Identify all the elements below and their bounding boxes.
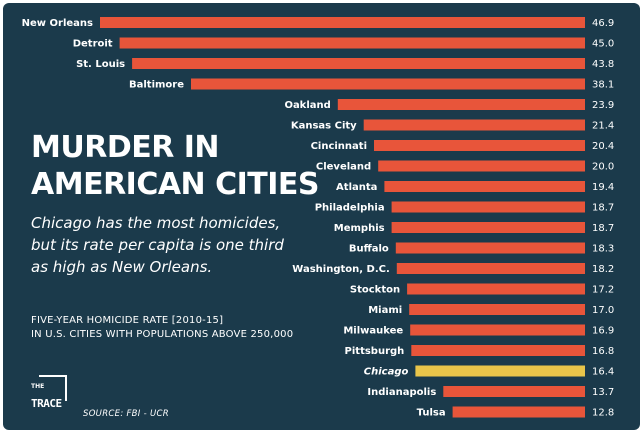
bar-oakland (337, 99, 585, 110)
bar-kansas-city (363, 119, 585, 131)
value-label-atlanta: 19.4 (592, 182, 614, 193)
value-label-indianapolis: 13.7 (592, 387, 614, 398)
bar-new-orleans (100, 17, 585, 28)
value-label-milwaukee: 16.9 (592, 326, 614, 337)
category-label-pittsburgh: Pittsburgh (345, 346, 405, 357)
category-label-tulsa: Tulsa (417, 408, 446, 419)
category-label-miami: Miami (368, 305, 402, 316)
value-label-memphis: 18.7 (592, 223, 614, 234)
value-label-kansas-city: 21.4 (592, 121, 614, 132)
category-label-baltimore: Baltimore (129, 80, 184, 91)
category-label-chicago: Chicago (364, 367, 409, 378)
logo-the-text: THE (31, 383, 45, 390)
page-title: MURDER IN AMERICAN CITIES (31, 129, 321, 203)
bar-indianapolis (443, 386, 585, 397)
value-label-chicago: 16.4 (592, 367, 614, 378)
logo-bracket-shape (39, 375, 67, 401)
category-label-st-louis: St. Louis (76, 59, 125, 70)
category-label-oakland: Oakland (284, 100, 330, 111)
value-label-pittsburgh: 16.8 (592, 346, 614, 357)
bar-philadelphia (391, 201, 585, 213)
value-label-miami: 17.0 (592, 305, 614, 316)
category-label-buffalo: Buffalo (349, 244, 389, 255)
bar-baltimore (191, 78, 585, 90)
value-label-cincinnati: 20.4 (592, 141, 614, 152)
bar-chart: New Orleans 46.9 Detroit 45.0 St. Louis 43.8 B… (22, 17, 614, 419)
value-label-detroit: 45.0 (592, 39, 614, 50)
bar-miami (409, 304, 585, 315)
bar-st-louis (132, 58, 585, 69)
bar-memphis (391, 222, 585, 233)
category-label-washington-d-c: Washington, D.C. (292, 264, 390, 275)
bar-pittsburgh (411, 345, 585, 356)
value-label-st-louis: 43.8 (592, 59, 614, 70)
bar-cincinnati (374, 140, 585, 151)
category-label-stockton: Stockton (350, 285, 400, 296)
value-label-baltimore: 38.1 (592, 80, 614, 91)
category-label-milwaukee: Milwaukee (343, 326, 403, 337)
source-note: SOURCE: FBI - UCR (83, 409, 169, 419)
bar-atlanta (384, 181, 585, 192)
value-label-oakland: 23.9 (592, 100, 614, 111)
value-label-buffalo: 18.3 (592, 244, 614, 255)
value-label-philadelphia: 18.7 (592, 203, 614, 214)
category-label-philadelphia: Philadelphia (315, 203, 385, 214)
bar-chicago (415, 365, 585, 377)
bar-tulsa (452, 406, 585, 418)
category-label-new-orleans: New Orleans (22, 18, 93, 29)
infographic-panel: New Orleans 46.9 Detroit 45.0 St. Louis 43.8 B… (3, 3, 640, 430)
value-label-washington-d-c: 18.2 (592, 264, 614, 275)
category-label-indianapolis: Indianapolis (367, 387, 436, 398)
bar-cleveland (378, 160, 585, 172)
value-label-new-orleans: 46.9 (592, 18, 614, 29)
note-line-1: FIVE-YEAR HOMICIDE RATE [2010-15] (31, 315, 224, 326)
category-label-kansas-city: Kansas City (291, 121, 357, 132)
the-trace-logo: THE TRACE (31, 375, 69, 413)
category-label-cincinnati: Cincinnati (311, 141, 367, 152)
title-line-2: AMERICAN CITIES (31, 167, 320, 202)
category-label-detroit: Detroit (73, 39, 113, 50)
category-label-cleveland: Cleveland (316, 162, 371, 173)
bar-buffalo (395, 242, 585, 254)
bar-stockton (407, 283, 585, 295)
value-label-cleveland: 20.0 (592, 162, 614, 173)
subtitle: Chicago has the most homicides, but its … (31, 214, 284, 276)
bar-detroit (119, 37, 585, 49)
note-line-2: IN U.S. CITIES WITH POPULATIONS ABOVE 25… (31, 329, 294, 340)
value-label-tulsa: 12.8 (592, 408, 614, 419)
category-label-memphis: Memphis (334, 223, 385, 234)
category-label-atlanta: Atlanta (336, 182, 377, 193)
logo-trace-text: TRACE (31, 397, 62, 410)
title-line-1: MURDER IN (31, 130, 220, 165)
value-label-stockton: 17.2 (592, 285, 614, 296)
bar-washington-d-c (396, 263, 585, 274)
bar-milwaukee (410, 324, 585, 336)
